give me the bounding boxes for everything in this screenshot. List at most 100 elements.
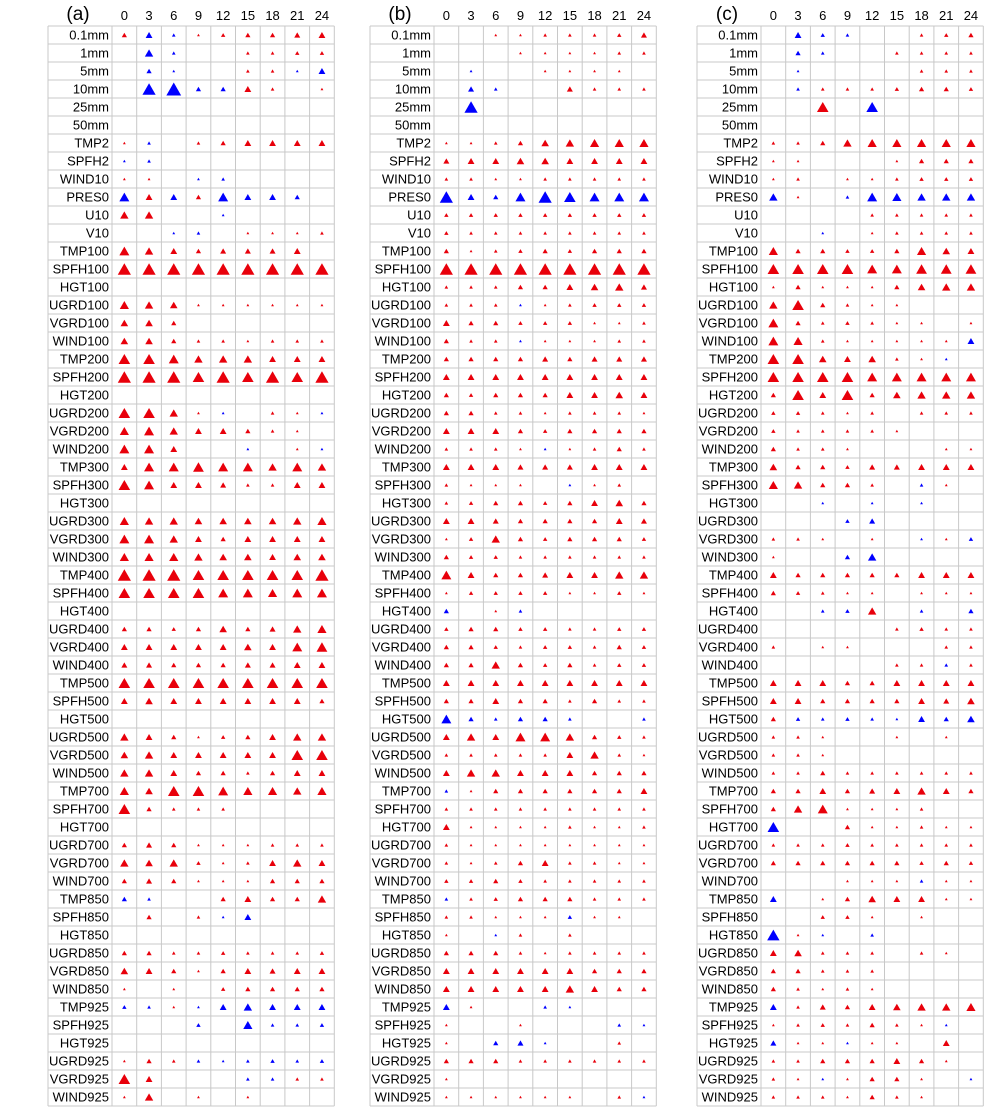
positive-triangle <box>796 1041 800 1045</box>
positive-triangle <box>192 785 205 797</box>
positive-triangle <box>944 825 948 829</box>
positive-triangle <box>965 264 977 274</box>
positive-triangle <box>542 645 548 649</box>
positive-triangle <box>641 770 647 776</box>
row-label: UGRD400 <box>49 622 109 637</box>
row-label: HGT300 <box>709 496 758 511</box>
positive-triangle <box>144 769 154 777</box>
row-label: 10mm <box>73 82 109 97</box>
positive-triangle <box>591 770 598 776</box>
negative-triangle <box>218 192 229 202</box>
positive-triangle <box>592 411 597 415</box>
positive-triangle <box>270 951 275 955</box>
positive-triangle <box>468 320 474 326</box>
positive-triangle <box>218 462 229 472</box>
positive-triangle <box>246 339 250 343</box>
positive-triangle <box>171 627 176 631</box>
positive-triangle <box>768 318 779 328</box>
column-header: 3 <box>794 8 801 23</box>
row-label: HGT300 <box>60 496 109 511</box>
positive-triangle <box>295 429 299 433</box>
positive-triangle <box>870 591 874 595</box>
positive-triangle <box>493 878 499 884</box>
positive-triangle <box>844 1058 851 1064</box>
positive-triangle <box>469 1005 473 1009</box>
row-label: TMP850 <box>382 892 431 907</box>
row-label: WIND925 <box>375 1090 431 1105</box>
row-label: UGRD850 <box>371 946 431 961</box>
positive-triangle <box>846 645 849 649</box>
positive-triangle <box>820 429 825 433</box>
positive-triangle <box>442 374 450 380</box>
positive-triangle <box>294 32 301 38</box>
positive-triangle <box>295 1077 300 1081</box>
positive-triangle <box>147 177 151 181</box>
positive-triangle <box>568 933 572 937</box>
positive-triangle <box>895 357 899 361</box>
positive-triangle <box>519 1023 522 1027</box>
row-label: HGT100 <box>60 280 109 295</box>
positive-triangle <box>197 879 200 883</box>
positive-triangle <box>295 51 300 55</box>
positive-triangle <box>845 1023 850 1027</box>
positive-triangle <box>269 878 276 884</box>
positive-triangle <box>567 536 573 542</box>
positive-triangle <box>293 536 301 542</box>
positive-triangle <box>617 33 622 37</box>
positive-triangle <box>468 537 474 541</box>
positive-triangle <box>245 32 251 38</box>
positive-triangle <box>920 915 923 919</box>
positive-triangle <box>519 915 522 919</box>
positive-triangle <box>167 785 180 797</box>
positive-triangle <box>295 951 300 955</box>
positive-triangle <box>444 177 449 181</box>
positive-triangle <box>590 751 599 759</box>
positive-triangle <box>617 87 622 91</box>
positive-triangle <box>171 320 177 326</box>
positive-triangle <box>121 662 128 668</box>
positive-triangle <box>771 843 776 847</box>
positive-triangle <box>119 246 130 256</box>
positive-triangle <box>468 626 474 632</box>
row-label: WIND10 <box>709 172 758 187</box>
column-header: 6 <box>170 8 177 23</box>
row-label: WIND400 <box>375 658 431 673</box>
positive-triangle <box>942 788 950 794</box>
positive-triangle <box>794 698 802 704</box>
positive-triangle <box>591 158 598 164</box>
positive-triangle <box>593 69 596 73</box>
positive-triangle <box>844 680 851 686</box>
positive-triangle <box>219 553 227 561</box>
positive-triangle <box>894 1076 900 1082</box>
positive-triangle <box>640 680 648 686</box>
positive-triangle <box>542 213 548 217</box>
positive-triangle <box>565 733 575 741</box>
positive-triangle <box>443 698 449 704</box>
positive-triangle <box>642 699 646 703</box>
positive-triangle <box>969 879 973 883</box>
positive-triangle <box>146 626 152 632</box>
positive-triangle <box>170 770 178 776</box>
positive-triangle <box>292 642 303 652</box>
negative-triangle <box>295 69 299 73</box>
positive-triangle <box>919 843 924 847</box>
positive-triangle <box>641 303 647 307</box>
row-label: WIND10 <box>382 172 431 187</box>
negative-triangle <box>119 192 130 202</box>
positive-triangle <box>769 572 777 578</box>
negative-triangle <box>820 51 825 55</box>
positive-triangle <box>895 339 899 343</box>
positive-triangle <box>195 428 202 434</box>
positive-triangle <box>246 51 250 55</box>
negative-triangle <box>821 231 825 235</box>
row-label: VGRD500 <box>50 748 109 763</box>
positive-triangle <box>639 138 649 148</box>
negative-triangle <box>642 1095 646 1099</box>
positive-triangle <box>893 680 901 686</box>
positive-triangle <box>796 195 800 199</box>
positive-triangle <box>517 374 524 380</box>
positive-triangle <box>944 735 948 739</box>
positive-triangle <box>517 518 524 524</box>
row-label: 5mm <box>729 64 758 79</box>
positive-triangle <box>770 788 776 794</box>
